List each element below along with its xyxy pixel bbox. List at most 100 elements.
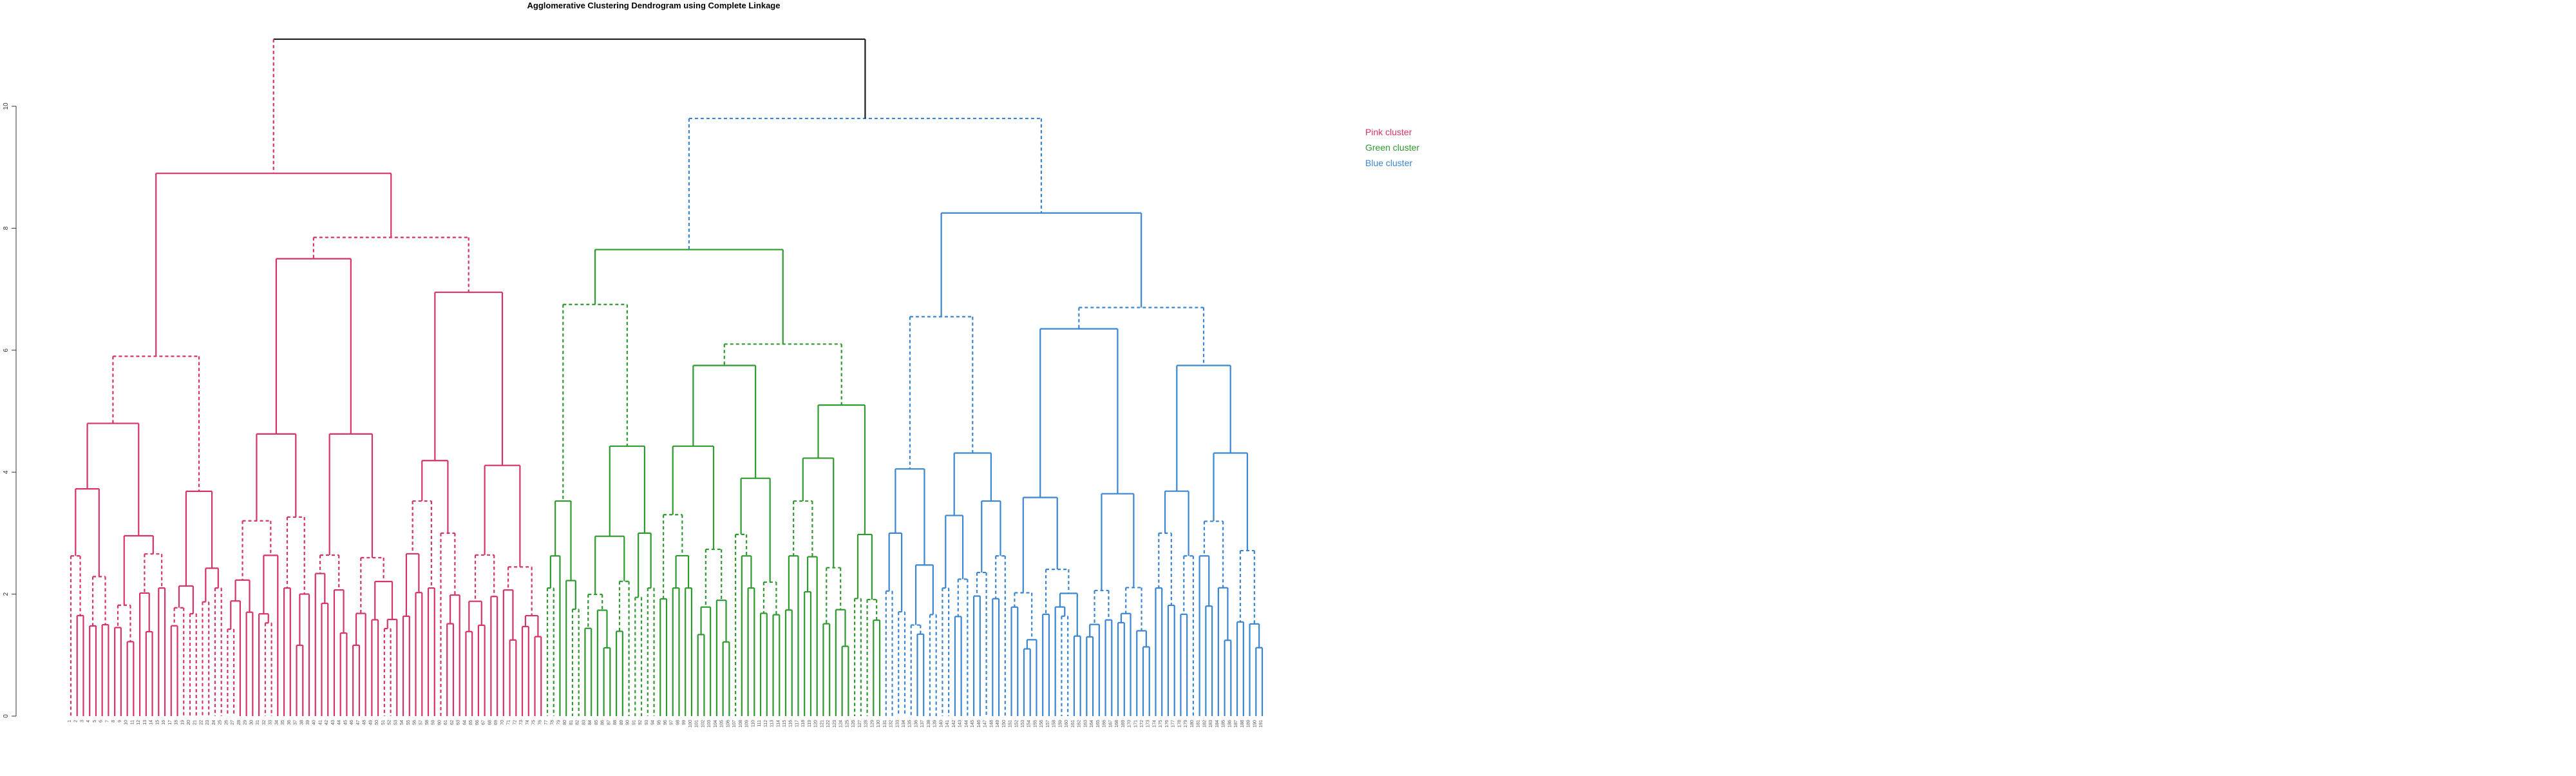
leaf-label: 85 [594, 720, 599, 725]
leaf-label: 93 [645, 720, 649, 725]
leaf-label: 123 [833, 720, 837, 728]
leaf-label: 122 [826, 720, 831, 728]
y-tick-label: 0 [3, 714, 10, 718]
leaf-label: 74 [526, 720, 530, 725]
leaf-label: 147 [983, 720, 988, 728]
leaf-label: 141 [945, 720, 950, 728]
leaf-label: 53 [393, 720, 398, 725]
leaf-label: 100 [688, 720, 693, 728]
leaf-label: 121 [820, 720, 824, 728]
leaf-label: 90 [626, 720, 630, 725]
leaf-label: 61 [444, 720, 448, 725]
leaf-label: 186 [1227, 720, 1232, 728]
leaf-label: 30 [249, 720, 254, 725]
leaf-label: 15 [155, 720, 160, 725]
leaf-label: 162 [1077, 720, 1082, 728]
leaf-label: 166 [1103, 720, 1107, 728]
leaf-label: 24 [212, 720, 216, 725]
leaf-label: 126 [851, 720, 856, 728]
leaf-label: 63 [457, 720, 461, 725]
leaf-label: 88 [613, 720, 618, 725]
leaf-label: 51 [381, 720, 386, 725]
leaf-label: 59 [431, 720, 436, 725]
leaf-label: 149 [996, 720, 1000, 728]
leaf-label: 104 [714, 720, 718, 728]
leaf-label: 150 [1002, 720, 1007, 728]
leaf-label: 81 [569, 720, 574, 725]
leaf-label: 7 [105, 720, 109, 723]
leaf-label: 131 [883, 720, 887, 728]
leaf-label: 177 [1171, 720, 1176, 728]
leaf-label: 132 [889, 720, 894, 728]
leaf-label: 106 [726, 720, 730, 728]
leaf-label: 43 [331, 720, 336, 725]
leaf-label: 44 [337, 720, 342, 725]
y-tick-label: 10 [3, 102, 10, 110]
leaf-label: 153 [1021, 720, 1025, 728]
leaf-label: 69 [494, 720, 498, 725]
leaf-label: 60 [437, 720, 442, 725]
leaf-label: 14 [149, 720, 154, 725]
leaf-label: 155 [1033, 720, 1037, 728]
leaf-label: 72 [513, 720, 517, 725]
leaf-label: 124 [839, 720, 844, 728]
y-axis: 0 2 4 6 8 10 [3, 102, 17, 718]
y-tick-label: 4 [3, 470, 10, 474]
leaf-label: 39 [306, 720, 310, 725]
y-tick-label: 6 [3, 348, 10, 352]
leaf-label: 12 [137, 720, 141, 725]
leaf-label: 56 [413, 720, 417, 725]
leaf-label: 21 [193, 720, 198, 725]
leaf-label: 78 [551, 720, 555, 725]
leaf-label: 37 [294, 720, 298, 725]
leaf-label: 16 [162, 720, 166, 725]
leaf-label: 22 [199, 720, 204, 725]
leaf-label: 188 [1240, 720, 1245, 728]
leaf-label: 167 [1108, 720, 1113, 728]
leaf-label: 6 [99, 720, 104, 723]
leaf-label: 130 [876, 720, 881, 728]
leaf-label: 111 [757, 720, 762, 727]
leaf-label: 159 [1058, 720, 1063, 728]
leaf-label: 183 [1209, 720, 1213, 728]
leaf-label: 46 [350, 720, 354, 725]
leaf-label: 136 [914, 720, 918, 728]
leaf-label: 181 [1197, 720, 1201, 728]
leaf-label: 54 [400, 720, 404, 725]
leaf-label: 87 [607, 720, 611, 725]
leaf-label: 92 [638, 720, 643, 725]
leaf-label: 118 [801, 720, 806, 727]
leaf-label: 42 [325, 720, 329, 725]
leaf-label: 35 [281, 720, 285, 725]
leaf-label: 47 [356, 720, 361, 725]
cluster-legend-label: Green cluster [1365, 142, 1419, 153]
leaf-label: 2 [74, 720, 79, 723]
leaf-label: 142 [952, 720, 956, 728]
leaf-label: 64 [462, 720, 467, 725]
leaf-label: 133 [895, 720, 900, 728]
leaf-label: 25 [218, 720, 223, 725]
leaf-label: 128 [864, 720, 869, 728]
leaf-label: 9 [118, 720, 122, 723]
leaf-label: 173 [1146, 720, 1151, 728]
leaf-label: 91 [632, 720, 636, 725]
leaf-label: 101 [695, 720, 699, 728]
leaf-label: 40 [312, 720, 317, 725]
leaf-label: 23 [205, 720, 210, 725]
leaf-label: 18 [175, 720, 179, 725]
leaf-label: 58 [425, 720, 430, 725]
chart-title: Agglomerative Clustering Dendrogram usin… [527, 1, 781, 10]
leaf-label: 49 [368, 720, 373, 725]
leaf-label: 102 [701, 720, 705, 728]
leaf-label: 161 [1071, 720, 1075, 728]
leaf-label: 119 [808, 720, 812, 727]
leaf-label: 110 [751, 720, 755, 727]
leaf-label: 114 [776, 720, 781, 727]
leaf-label: 178 [1177, 720, 1182, 728]
leaf-label: 31 [256, 720, 260, 725]
leaf-label: 70 [500, 720, 505, 725]
leaf-label: 148 [989, 720, 994, 728]
leaf-label: 152 [1014, 720, 1019, 728]
